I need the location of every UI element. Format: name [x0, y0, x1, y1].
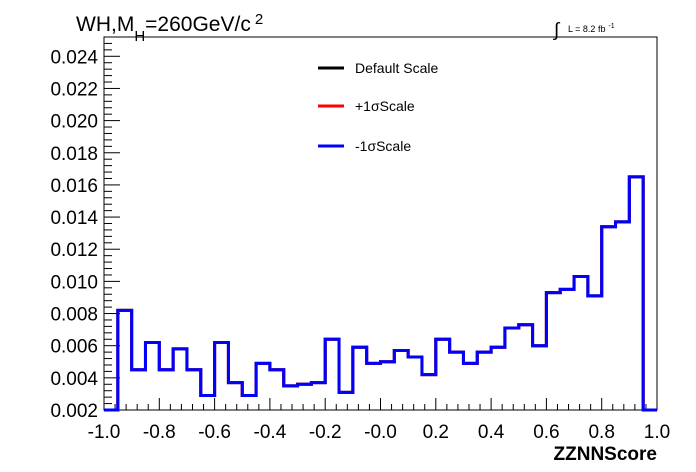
x-tick-label: -1.0: [88, 422, 121, 443]
chart-title: WH,MH=260GeV/c 2: [76, 11, 263, 45]
series-line-2: [104, 175, 657, 412]
integral-symbol: ∫: [553, 20, 561, 41]
y-tick-label: 0.016: [50, 176, 98, 197]
x-axis-label: ZZNNScore: [554, 444, 657, 465]
title-main: =260GeV/c: [145, 13, 251, 36]
x-tick-label: -0.2: [309, 422, 342, 443]
x-tick-label: 0.4: [478, 422, 505, 443]
luminosity-text: L = 8.2 fb: [568, 24, 605, 34]
x-tick-label: -0.8: [143, 422, 176, 443]
y-tick-label: 0.002: [50, 401, 98, 422]
luminosity-label: L = 8.2 fb -1: [568, 23, 615, 34]
legend: Default Scale +1σScale -1σScale: [318, 60, 438, 154]
y-tick-label: 0.004: [50, 369, 98, 390]
y-tick-label: 0.014: [50, 208, 98, 229]
luminosity-superscript: -1: [608, 23, 614, 30]
axes-layer: 0.002 0.004 0.006 0.008 0.010 0.012 0.014 0.016…: [50, 36, 670, 443]
legend-label-minus-sigma: -1σScale: [355, 138, 411, 154]
y-tick-label: 0.006: [50, 337, 98, 358]
y-tick-label: 0.012: [50, 240, 98, 261]
legend-label-plus-sigma: +1σScale: [355, 98, 415, 114]
title-superscript: 2: [255, 11, 263, 28]
y-tick-label: 0.020: [50, 112, 98, 133]
y-tick-label: 0.008: [50, 305, 98, 326]
x-tick-label: 0.2: [423, 422, 449, 443]
x-tick-label: -0.0: [364, 422, 397, 443]
x-tick-label: 0.8: [588, 422, 614, 443]
x-tick-label: -0.6: [198, 422, 231, 443]
series-layer: [104, 175, 657, 412]
legend-label-default-scale: Default Scale: [355, 60, 438, 76]
y-tick-label: 0.022: [50, 79, 98, 100]
title-prefix: WH,M: [76, 13, 134, 36]
y-tick-label: 0.010: [50, 272, 98, 293]
x-tick-label: 1.0: [644, 422, 670, 443]
x-tick-label: 0.6: [533, 422, 559, 443]
y-tick-label: 0.018: [50, 144, 98, 165]
y-tick-label: 0.024: [50, 47, 98, 68]
x-tick-label: -0.4: [254, 422, 287, 443]
